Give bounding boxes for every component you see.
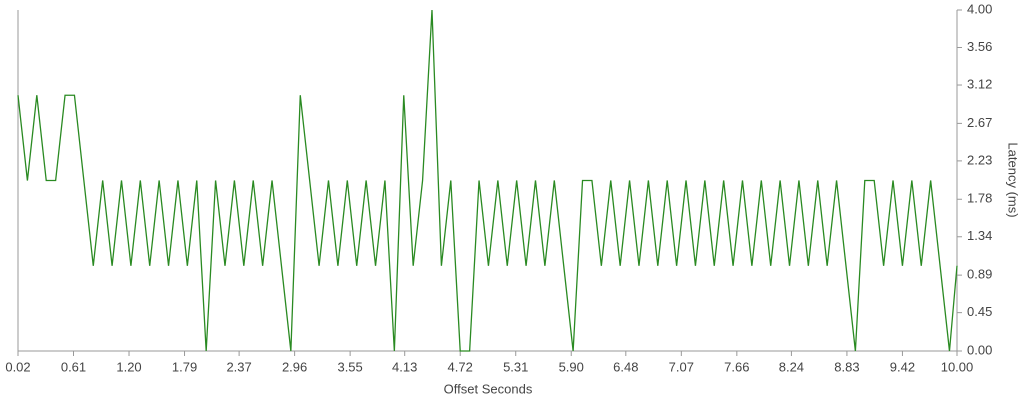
- x-tick-label: 6.48: [613, 359, 638, 374]
- y-tick-label: 2.23: [967, 152, 992, 167]
- x-tick-label: 7.66: [724, 359, 749, 374]
- x-tick-label: 3.55: [337, 359, 362, 374]
- y-tick-label: 0.89: [967, 267, 992, 282]
- y-tick-label: 3.12: [967, 76, 992, 91]
- x-tick-label: 7.07: [669, 359, 694, 374]
- y-axis-title: Latency (ms): [1006, 142, 1021, 217]
- x-tick-label: 5.31: [503, 359, 528, 374]
- x-tick-label: 4.13: [392, 359, 417, 374]
- x-tick-label: 2.37: [226, 359, 251, 374]
- y-tick-label: 1.78: [967, 191, 992, 206]
- x-tick-label: 4.72: [448, 359, 473, 374]
- x-tick-label: 10.00: [941, 359, 974, 374]
- y-tick-label: 1.34: [967, 228, 992, 243]
- x-tick-label: 0.61: [61, 359, 86, 374]
- x-tick-label: 9.42: [890, 359, 915, 374]
- x-tick-label: 8.83: [834, 359, 859, 374]
- series-line: [17, 9, 958, 352]
- y-tick-label: 2.67: [967, 115, 992, 130]
- x-tick-label: 8.24: [779, 359, 804, 374]
- x-axis-title: Offset Seconds: [444, 381, 533, 396]
- x-tick-label: 2.96: [282, 359, 307, 374]
- x-tick-label: 0.02: [5, 359, 30, 374]
- y-tick-label: 3.56: [967, 39, 992, 54]
- y-tick-label: 4.00: [967, 1, 992, 16]
- y-tick-label: 0.45: [967, 304, 992, 319]
- x-tick-label: 5.90: [559, 359, 584, 374]
- x-tick-label: 1.20: [116, 359, 141, 374]
- y-tick-label: 0.00: [967, 342, 992, 357]
- x-tick-label: 1.79: [172, 359, 197, 374]
